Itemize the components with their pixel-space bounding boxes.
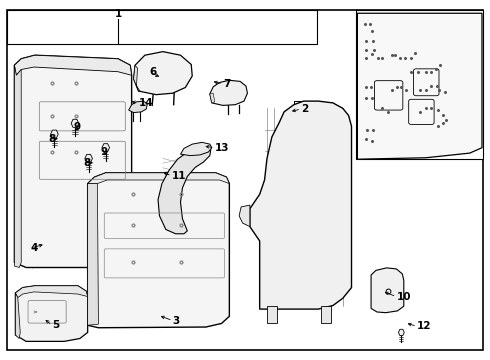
Polygon shape xyxy=(102,144,110,152)
Text: 5: 5 xyxy=(52,320,59,330)
Polygon shape xyxy=(50,130,58,138)
Polygon shape xyxy=(398,329,404,336)
Polygon shape xyxy=(321,306,331,323)
Text: 9: 9 xyxy=(101,147,108,157)
Text: 1: 1 xyxy=(114,9,122,19)
Text: 14: 14 xyxy=(139,98,153,108)
Text: 10: 10 xyxy=(396,292,411,302)
Polygon shape xyxy=(88,184,98,325)
Bar xyxy=(356,10,484,159)
Polygon shape xyxy=(210,93,215,103)
Polygon shape xyxy=(371,268,404,313)
Polygon shape xyxy=(88,173,229,328)
Polygon shape xyxy=(85,154,93,162)
Polygon shape xyxy=(239,205,250,226)
Polygon shape xyxy=(210,80,247,105)
Text: 11: 11 xyxy=(172,171,186,181)
Text: 7: 7 xyxy=(223,79,230,89)
Polygon shape xyxy=(180,142,212,156)
Text: 4: 4 xyxy=(31,243,38,253)
Polygon shape xyxy=(267,306,277,323)
Polygon shape xyxy=(129,101,147,113)
Text: 13: 13 xyxy=(215,143,229,153)
Polygon shape xyxy=(15,286,88,341)
Polygon shape xyxy=(71,119,79,127)
Text: 9: 9 xyxy=(73,122,80,132)
Text: 2: 2 xyxy=(301,104,308,114)
Polygon shape xyxy=(250,101,351,309)
Text: 8: 8 xyxy=(84,158,91,168)
Polygon shape xyxy=(134,65,140,91)
Text: 8: 8 xyxy=(49,134,56,144)
Text: 12: 12 xyxy=(417,321,432,331)
Polygon shape xyxy=(134,51,192,95)
Polygon shape xyxy=(15,286,88,298)
Text: 6: 6 xyxy=(150,67,157,77)
Polygon shape xyxy=(14,55,132,75)
Bar xyxy=(6,10,317,44)
Polygon shape xyxy=(158,146,211,234)
Polygon shape xyxy=(88,173,229,184)
Polygon shape xyxy=(14,55,132,267)
Polygon shape xyxy=(14,65,21,267)
Polygon shape xyxy=(357,13,482,159)
Polygon shape xyxy=(15,293,20,338)
Text: 3: 3 xyxy=(172,316,180,325)
